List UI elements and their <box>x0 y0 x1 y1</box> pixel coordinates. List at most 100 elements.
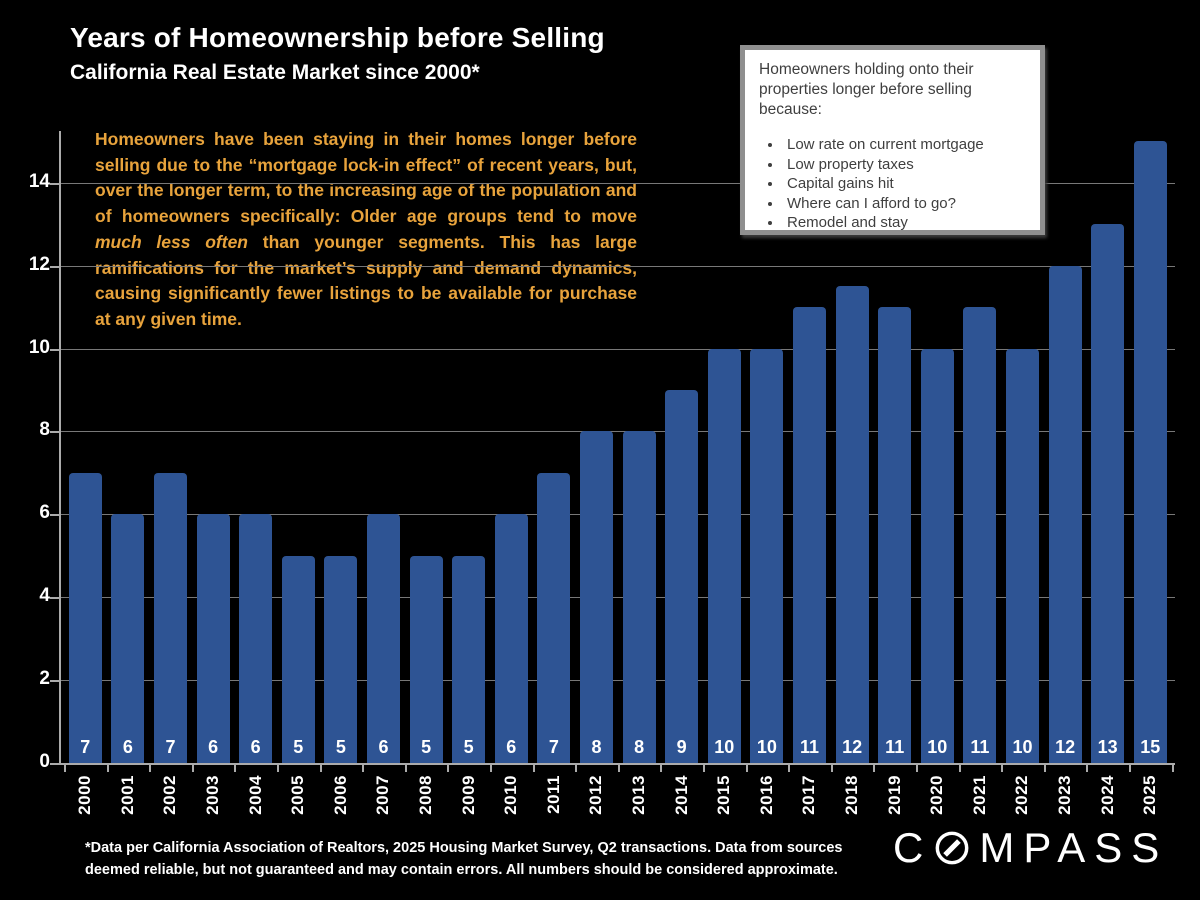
page-subtitle: California Real Estate Market since 2000… <box>70 61 480 84</box>
x-tick <box>106 765 109 772</box>
x-tick <box>191 765 194 772</box>
x-tick <box>404 765 407 772</box>
x-tick-label-text: 2023 <box>1055 775 1075 815</box>
bar-value-label: 11 <box>970 736 990 757</box>
x-tick-label-text: 2016 <box>756 775 776 815</box>
commentary-text-2: than younger segments. This has large ra… <box>95 231 637 329</box>
x-tick <box>1086 765 1089 772</box>
x-tick-label-text: 2007 <box>373 775 393 815</box>
bar-value-label: 7 <box>165 736 176 757</box>
bar-2023: 12 <box>1048 265 1082 763</box>
x-tick-label-text: 2003 <box>203 775 223 815</box>
commentary-text-1: Homeowners have been staying in their ho… <box>95 129 637 227</box>
bar-2014: 9 <box>665 390 699 763</box>
x-tick-label: 2000 <box>64 775 107 839</box>
y-tick <box>50 680 60 683</box>
y-tick-label: 14 <box>28 170 50 192</box>
logo-letters-mpass: MPASS <box>979 824 1169 871</box>
x-tick-label-text: 2025 <box>1140 775 1160 815</box>
bar-2004: 6 <box>239 514 273 763</box>
footer-disclaimer: *Data per California Association of Real… <box>85 840 843 878</box>
gridline <box>60 680 1175 682</box>
x-tick-label: 2011 <box>533 775 576 839</box>
bar-2025: 15 <box>1133 141 1167 763</box>
bar-2018: 12 <box>835 286 869 763</box>
x-tick <box>1001 765 1004 772</box>
x-tick-label: 2002 <box>149 775 192 839</box>
x-tick <box>916 765 918 772</box>
x-axis-line <box>51 763 1175 765</box>
x-tick-label-text: 2022 <box>1012 775 1032 815</box>
x-tick-label: 2015 <box>703 775 746 839</box>
callout-bullet: Low rate on current mortgage <box>783 135 1026 155</box>
gridline <box>60 348 1175 350</box>
bar-2012: 8 <box>580 431 613 763</box>
x-tick-label: 2003 <box>192 775 235 839</box>
bar-value-label: 7 <box>548 736 559 757</box>
compass-logo: C MPASS <box>893 824 1168 872</box>
x-tick <box>958 765 961 772</box>
bar-2006: 5 <box>324 555 358 763</box>
bar-2019: 11 <box>878 307 912 763</box>
callout-heading: Homeowners holding onto their properties… <box>759 61 974 118</box>
x-tick <box>149 765 152 772</box>
y-tick <box>50 431 60 434</box>
x-tick <box>490 765 492 772</box>
compass-o-icon <box>935 831 969 865</box>
bar-value-label: 10 <box>1012 736 1033 757</box>
commentary-italic-phrase: much less often <box>95 231 248 252</box>
x-tick <box>532 765 535 772</box>
x-tick <box>830 765 833 772</box>
gridline <box>60 431 1175 433</box>
commentary-paragraph: Homeowners have been staying in their ho… <box>95 127 637 333</box>
page-title: Years of Homeownership before Selling <box>70 22 605 53</box>
y-tick-label: 8 <box>39 419 50 441</box>
x-tick-label-text: 2017 <box>799 775 819 815</box>
bar-value-label: 6 <box>378 736 389 757</box>
bar-2001: 6 <box>111 514 145 763</box>
x-tick <box>745 765 748 772</box>
y-tick <box>50 182 60 185</box>
x-tick <box>447 765 450 772</box>
x-tick-label-text: 2021 <box>969 775 989 815</box>
bar-value-label: 6 <box>250 736 261 757</box>
x-tick <box>1129 765 1131 772</box>
bar-value-label: 6 <box>208 736 219 757</box>
x-tick-label: 2008 <box>405 775 448 839</box>
x-tick-label-text: 2000 <box>75 775 95 815</box>
bar-value-label: 11 <box>885 736 905 757</box>
x-tick-label: 2009 <box>447 775 490 839</box>
y-tick <box>50 348 60 351</box>
y-tick-label: 2 <box>39 668 50 690</box>
x-tick-label: 2017 <box>788 775 831 839</box>
bar-value-label: 13 <box>1097 736 1118 757</box>
bar-2010: 6 <box>494 514 528 763</box>
x-tick-label-text: 2011 <box>543 775 563 814</box>
callout-bullet: Low property taxes <box>783 155 1026 175</box>
y-tick <box>50 597 60 600</box>
bar-value-label: 15 <box>1140 736 1161 757</box>
bar-value-label: 10 <box>756 736 777 757</box>
bar-value-label: 6 <box>122 736 133 757</box>
x-tick-label-text: 2008 <box>416 775 436 815</box>
x-tick-label: 2001 <box>107 775 150 839</box>
x-tick-label-text: 2019 <box>884 775 904 815</box>
x-tick-label: 2016 <box>746 775 789 839</box>
x-tick-label-text: 2006 <box>330 775 350 815</box>
x-tick-label: 2018 <box>831 775 874 839</box>
x-tick-label: 2005 <box>277 775 320 839</box>
bar-2021: 11 <box>963 307 997 763</box>
bar-value-label: 7 <box>80 736 91 757</box>
bar-2022: 10 <box>1006 348 1039 763</box>
x-tick-label-text: 2001 <box>117 775 137 815</box>
x-tick <box>277 765 279 772</box>
bar-value-label: 6 <box>506 736 517 757</box>
y-tick-label: 12 <box>28 253 50 275</box>
bar-2007: 6 <box>367 514 400 763</box>
callout-bullet: Where can I afford to go? <box>783 194 1026 214</box>
bar-2011: 7 <box>537 472 571 763</box>
bar-2002: 7 <box>154 472 187 763</box>
x-tick-label: 2006 <box>320 775 363 839</box>
bar-2015: 10 <box>707 348 741 763</box>
